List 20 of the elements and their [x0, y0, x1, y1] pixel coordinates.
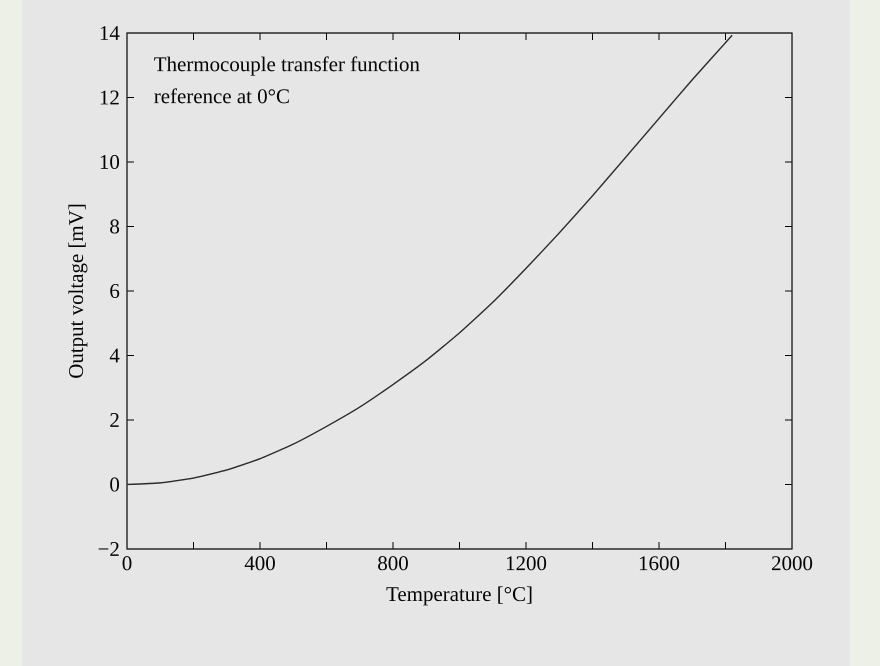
- annotation: reference at 0°C: [154, 88, 289, 104]
- y-tick-label: 2: [110, 413, 119, 427]
- x-tick-label: 1600: [640, 556, 680, 570]
- y-tick-label: 14: [100, 26, 120, 40]
- y-tick-label: 0: [110, 477, 120, 492]
- x-axis-title: Temperature [°C]: [386, 586, 532, 606]
- y-tick-label: 4: [110, 348, 120, 362]
- annotation: Thermocouple transfer function: [154, 56, 420, 76]
- y-tick-label: 6: [110, 284, 120, 298]
- x-tick-label: 1200: [506, 556, 546, 570]
- y-tick-label: −2: [98, 542, 119, 556]
- line-series: [127, 34, 733, 486]
- x-tick-label: 400: [244, 556, 275, 570]
- y-axis-title: Output voltage [mV]: [68, 204, 88, 378]
- x-tick-label: 0: [122, 556, 132, 570]
- y-tick-label: 8: [110, 219, 120, 234]
- x-tick-label: 800: [378, 556, 408, 570]
- y-tick-label: 10: [100, 154, 120, 170]
- x-tick-label: 2000: [772, 556, 812, 570]
- y-tick-label: 12: [100, 90, 119, 104]
